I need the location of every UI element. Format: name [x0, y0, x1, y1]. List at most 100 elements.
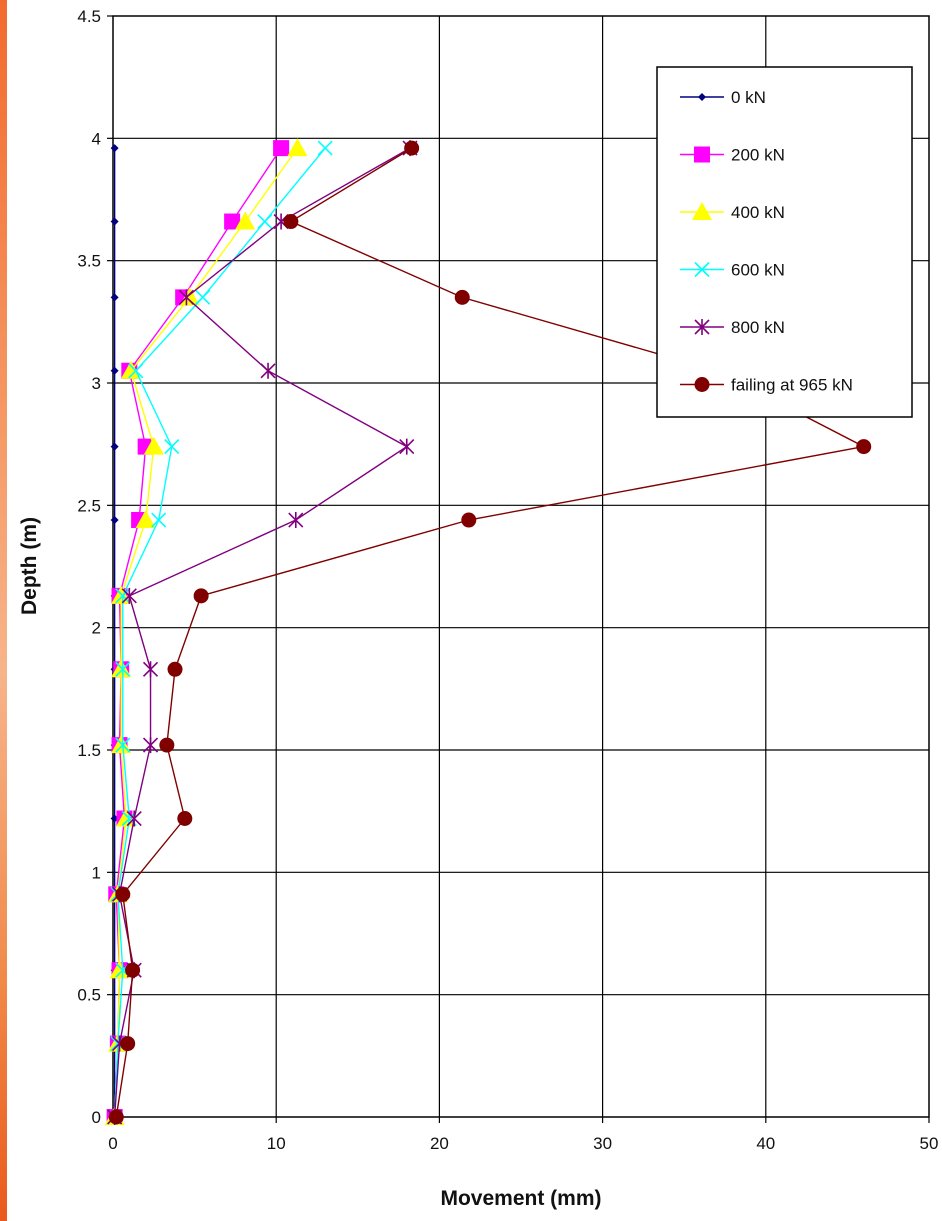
marker-stroke — [694, 261, 710, 278]
series-600-kn-point — [115, 588, 131, 604]
legend-marker — [694, 146, 710, 163]
x-tick-label: 20 — [430, 1134, 449, 1153]
series-200-kn-point — [273, 140, 290, 157]
series-400-kn-point — [287, 138, 308, 157]
legend-entry-200-kn: 200 kN — [680, 146, 785, 165]
legend-label: 800 kN — [731, 318, 785, 337]
marker-stroke — [115, 737, 131, 753]
series-failing-at-965-kn-point — [193, 588, 209, 604]
series-800-kn-point — [260, 362, 276, 379]
legend-marker — [692, 202, 712, 220]
series-600-kn-point — [151, 512, 167, 528]
series-failing-at-965-kn-point — [159, 737, 175, 753]
series-0-kn-point — [110, 442, 119, 451]
series-600-kn-point — [195, 289, 211, 305]
x-axis-title: Movement (mm) — [440, 1187, 601, 1210]
y-tick-label: 3 — [92, 374, 101, 393]
series-0-kn-point — [110, 144, 119, 153]
series-0-kn-point — [110, 293, 119, 302]
legend-label: 0 kN — [731, 88, 766, 107]
marker-stroke — [195, 289, 211, 305]
series-400-kn-point — [109, 960, 130, 979]
legend-entry-0-kn: 0 kN — [680, 88, 766, 107]
x-tick-label: 30 — [593, 1134, 612, 1153]
marker-stroke — [151, 512, 167, 528]
y-tick-label: 0.5 — [77, 986, 101, 1005]
series-failing-at-965-kn-line — [115, 147, 866, 1118]
series-600-kn-point — [115, 737, 131, 753]
legend-marker — [694, 319, 710, 335]
marker-stroke — [257, 213, 273, 230]
x-tick-label: 0 — [108, 1134, 117, 1153]
y-tick-label: 2.5 — [77, 496, 101, 515]
x-tick-label: 10 — [267, 1134, 286, 1153]
legend-entry-800-kn: 800 kN — [680, 318, 785, 337]
y-tick-label: 4.5 — [77, 7, 101, 26]
series-800-kn-point — [399, 438, 415, 455]
series-800-kn-point — [288, 512, 304, 529]
y-tick-label: 0 — [92, 1108, 101, 1127]
series-failing-at-965-kn-point — [115, 886, 131, 902]
series-0-kn-point — [110, 366, 119, 375]
series-failing-at-965-kn-point — [461, 512, 477, 528]
plot-border — [112, 15, 930, 1118]
series-0-kn-point — [110, 516, 119, 525]
legend: 0 kN 200 kN 400 kN 600 kN 800 kN failing at 9… — [656, 66, 913, 418]
series-400-kn-line — [113, 147, 298, 1118]
y-tick-label: 4 — [92, 129, 101, 148]
series-failing-at-965-kn-point — [125, 962, 141, 978]
slide-edge-stripe — [0, 0, 7, 1221]
legend-marker — [694, 377, 710, 392]
legend-marker — [694, 261, 710, 278]
legend-label: 600 kN — [731, 261, 785, 280]
series-800-kn-line — [113, 147, 411, 1118]
legend-entry-400-kn: 400 kN — [680, 202, 785, 222]
x-tick-label: 50 — [920, 1134, 939, 1153]
series-400-kn-point — [143, 436, 164, 455]
series-800-kn-point — [121, 587, 137, 604]
y-tick-label: 1 — [92, 863, 101, 882]
series-200-kn-point — [224, 213, 241, 230]
series-failing-at-965-kn-point — [167, 661, 183, 677]
series-600-kn-point — [115, 661, 131, 677]
legend-entry-600-kn: 600 kN — [680, 261, 785, 280]
marker-stroke — [128, 363, 144, 379]
series-400-kn-point — [120, 360, 141, 379]
x-tick-label: 40 — [756, 1134, 775, 1153]
y-axis-title: Depth (m) — [18, 517, 41, 615]
series-600-kn-point — [128, 363, 144, 379]
series-0-kn-point — [110, 217, 119, 226]
series-600-kn-point — [164, 439, 180, 455]
legend-label: 400 kN — [731, 203, 785, 222]
series-failing-at-965-kn-point — [283, 214, 299, 230]
series-600-kn-point — [257, 213, 273, 230]
legend-label: 200 kN — [731, 146, 785, 165]
series-400-kn-point — [235, 211, 256, 230]
series-400-kn-point — [135, 510, 156, 529]
legend-label: failing at 965 kN — [731, 376, 853, 395]
legend-entries: 0 kN 200 kN 400 kN 600 kN 800 kN failing at 9… — [680, 88, 853, 395]
series-800-kn-point — [178, 289, 195, 306]
data-series — [104, 138, 872, 1125]
y-tick-label: 1.5 — [77, 741, 101, 760]
series-600-kn-line — [113, 147, 326, 1118]
marker-stroke — [115, 661, 131, 677]
series-failing-at-965-kn-point — [108, 1109, 124, 1125]
x-axis-ticks: 0 10 20 30 40 50 — [108, 1117, 938, 1153]
series-failing-at-965-kn-point — [454, 289, 470, 305]
y-axis-ticks: 0 0.5 1 1.5 2 2.5 3 3.5 4 4.5 — [77, 7, 113, 1127]
grid-lines — [113, 16, 929, 1117]
y-tick-label: 2 — [92, 619, 101, 638]
series-failing-at-965-kn-point — [856, 439, 872, 455]
marker-stroke — [164, 439, 180, 455]
series-failing-at-965-kn-point — [120, 1036, 136, 1052]
series-400-kn-point — [179, 287, 200, 306]
series-failing-at-965-kn-point — [404, 140, 420, 156]
marker-stroke — [115, 588, 131, 604]
series-failing-at-965-kn-point — [177, 811, 193, 827]
series-800-kn-point — [126, 810, 142, 827]
legend-box — [656, 66, 913, 418]
series-800-kn-point — [142, 737, 159, 754]
y-tick-label: 3.5 — [77, 252, 101, 271]
